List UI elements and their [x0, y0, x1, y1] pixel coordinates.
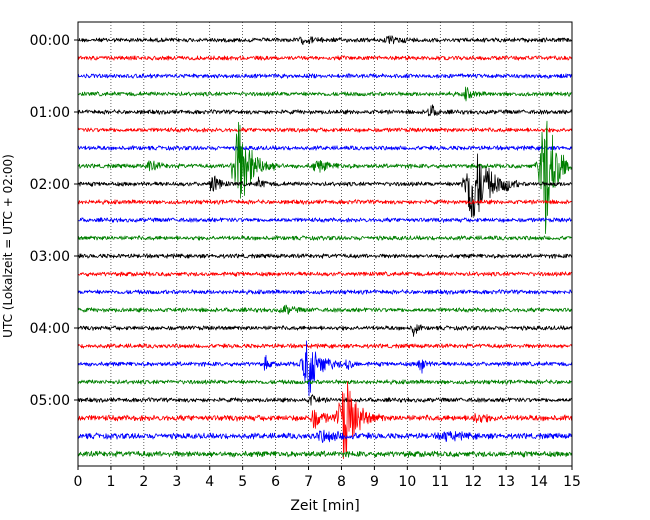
y-tick-label-2: 02:00	[30, 177, 70, 193]
trace-5	[77, 127, 573, 133]
trace-16	[77, 324, 573, 337]
x-tick-label-9: 9	[370, 474, 379, 490]
trace-13	[77, 271, 573, 277]
trace-21	[77, 381, 573, 460]
x-tick-label-3: 3	[172, 474, 181, 490]
trace-7	[77, 120, 573, 235]
x-axis-label: Zeit [min]	[290, 498, 359, 514]
seismic-traces	[77, 35, 573, 460]
x-tick-label-8: 8	[337, 474, 346, 490]
x-tick-label-6: 6	[271, 474, 280, 490]
trace-12	[77, 253, 573, 259]
x-tick-label-13: 13	[497, 474, 515, 490]
trace-22	[77, 429, 573, 444]
trace-19	[77, 379, 573, 385]
trace-14	[77, 289, 573, 295]
y-axis-ticks: 00:00 01:00 02:00 03:00 04:00 05:00	[30, 33, 78, 409]
trace-0	[77, 35, 573, 45]
x-tick-label-5: 5	[238, 474, 247, 490]
trace-15	[77, 304, 573, 315]
trace-20	[77, 394, 573, 406]
trace-2	[77, 73, 573, 79]
trace-10	[77, 217, 573, 223]
y-axis-label: UTC (Lokalzeit = UTC + 02:00)	[1, 154, 15, 338]
y-tick-label-1: 01:00	[30, 105, 70, 121]
x-tick-label-2: 2	[139, 474, 148, 490]
trace-17	[77, 343, 573, 349]
trace-23	[77, 450, 573, 458]
y-tick-label-5: 05:00	[30, 393, 70, 409]
trace-11	[77, 235, 572, 241]
x-tick-label-15: 15	[563, 474, 581, 490]
y-tick-label-3: 03:00	[30, 249, 70, 265]
plot-frame	[77, 21, 573, 467]
trace-6	[77, 145, 573, 151]
y-tick-label-0: 00:00	[30, 33, 70, 49]
trace-9	[77, 199, 573, 205]
y-tick-label-4: 04:00	[30, 321, 70, 337]
x-tick-label-4: 4	[205, 474, 214, 490]
trace-18	[77, 340, 573, 397]
x-axis-ticks: 0 1 2 3 4 5 6 7 8 9 10 11 12 13 14 15	[74, 466, 581, 490]
x-tick-label-0: 0	[74, 474, 83, 490]
x-tick-label-11: 11	[431, 474, 449, 490]
trace-4	[77, 104, 573, 117]
x-tick-label-10: 10	[398, 474, 416, 490]
trace-1	[77, 55, 573, 61]
x-tick-label-14: 14	[530, 474, 548, 490]
trace-3	[77, 86, 573, 102]
x-tick-label-7: 7	[304, 474, 313, 490]
x-tick-label-12: 12	[464, 474, 482, 490]
trace-8	[77, 153, 573, 218]
x-tick-label-1: 1	[106, 474, 115, 490]
